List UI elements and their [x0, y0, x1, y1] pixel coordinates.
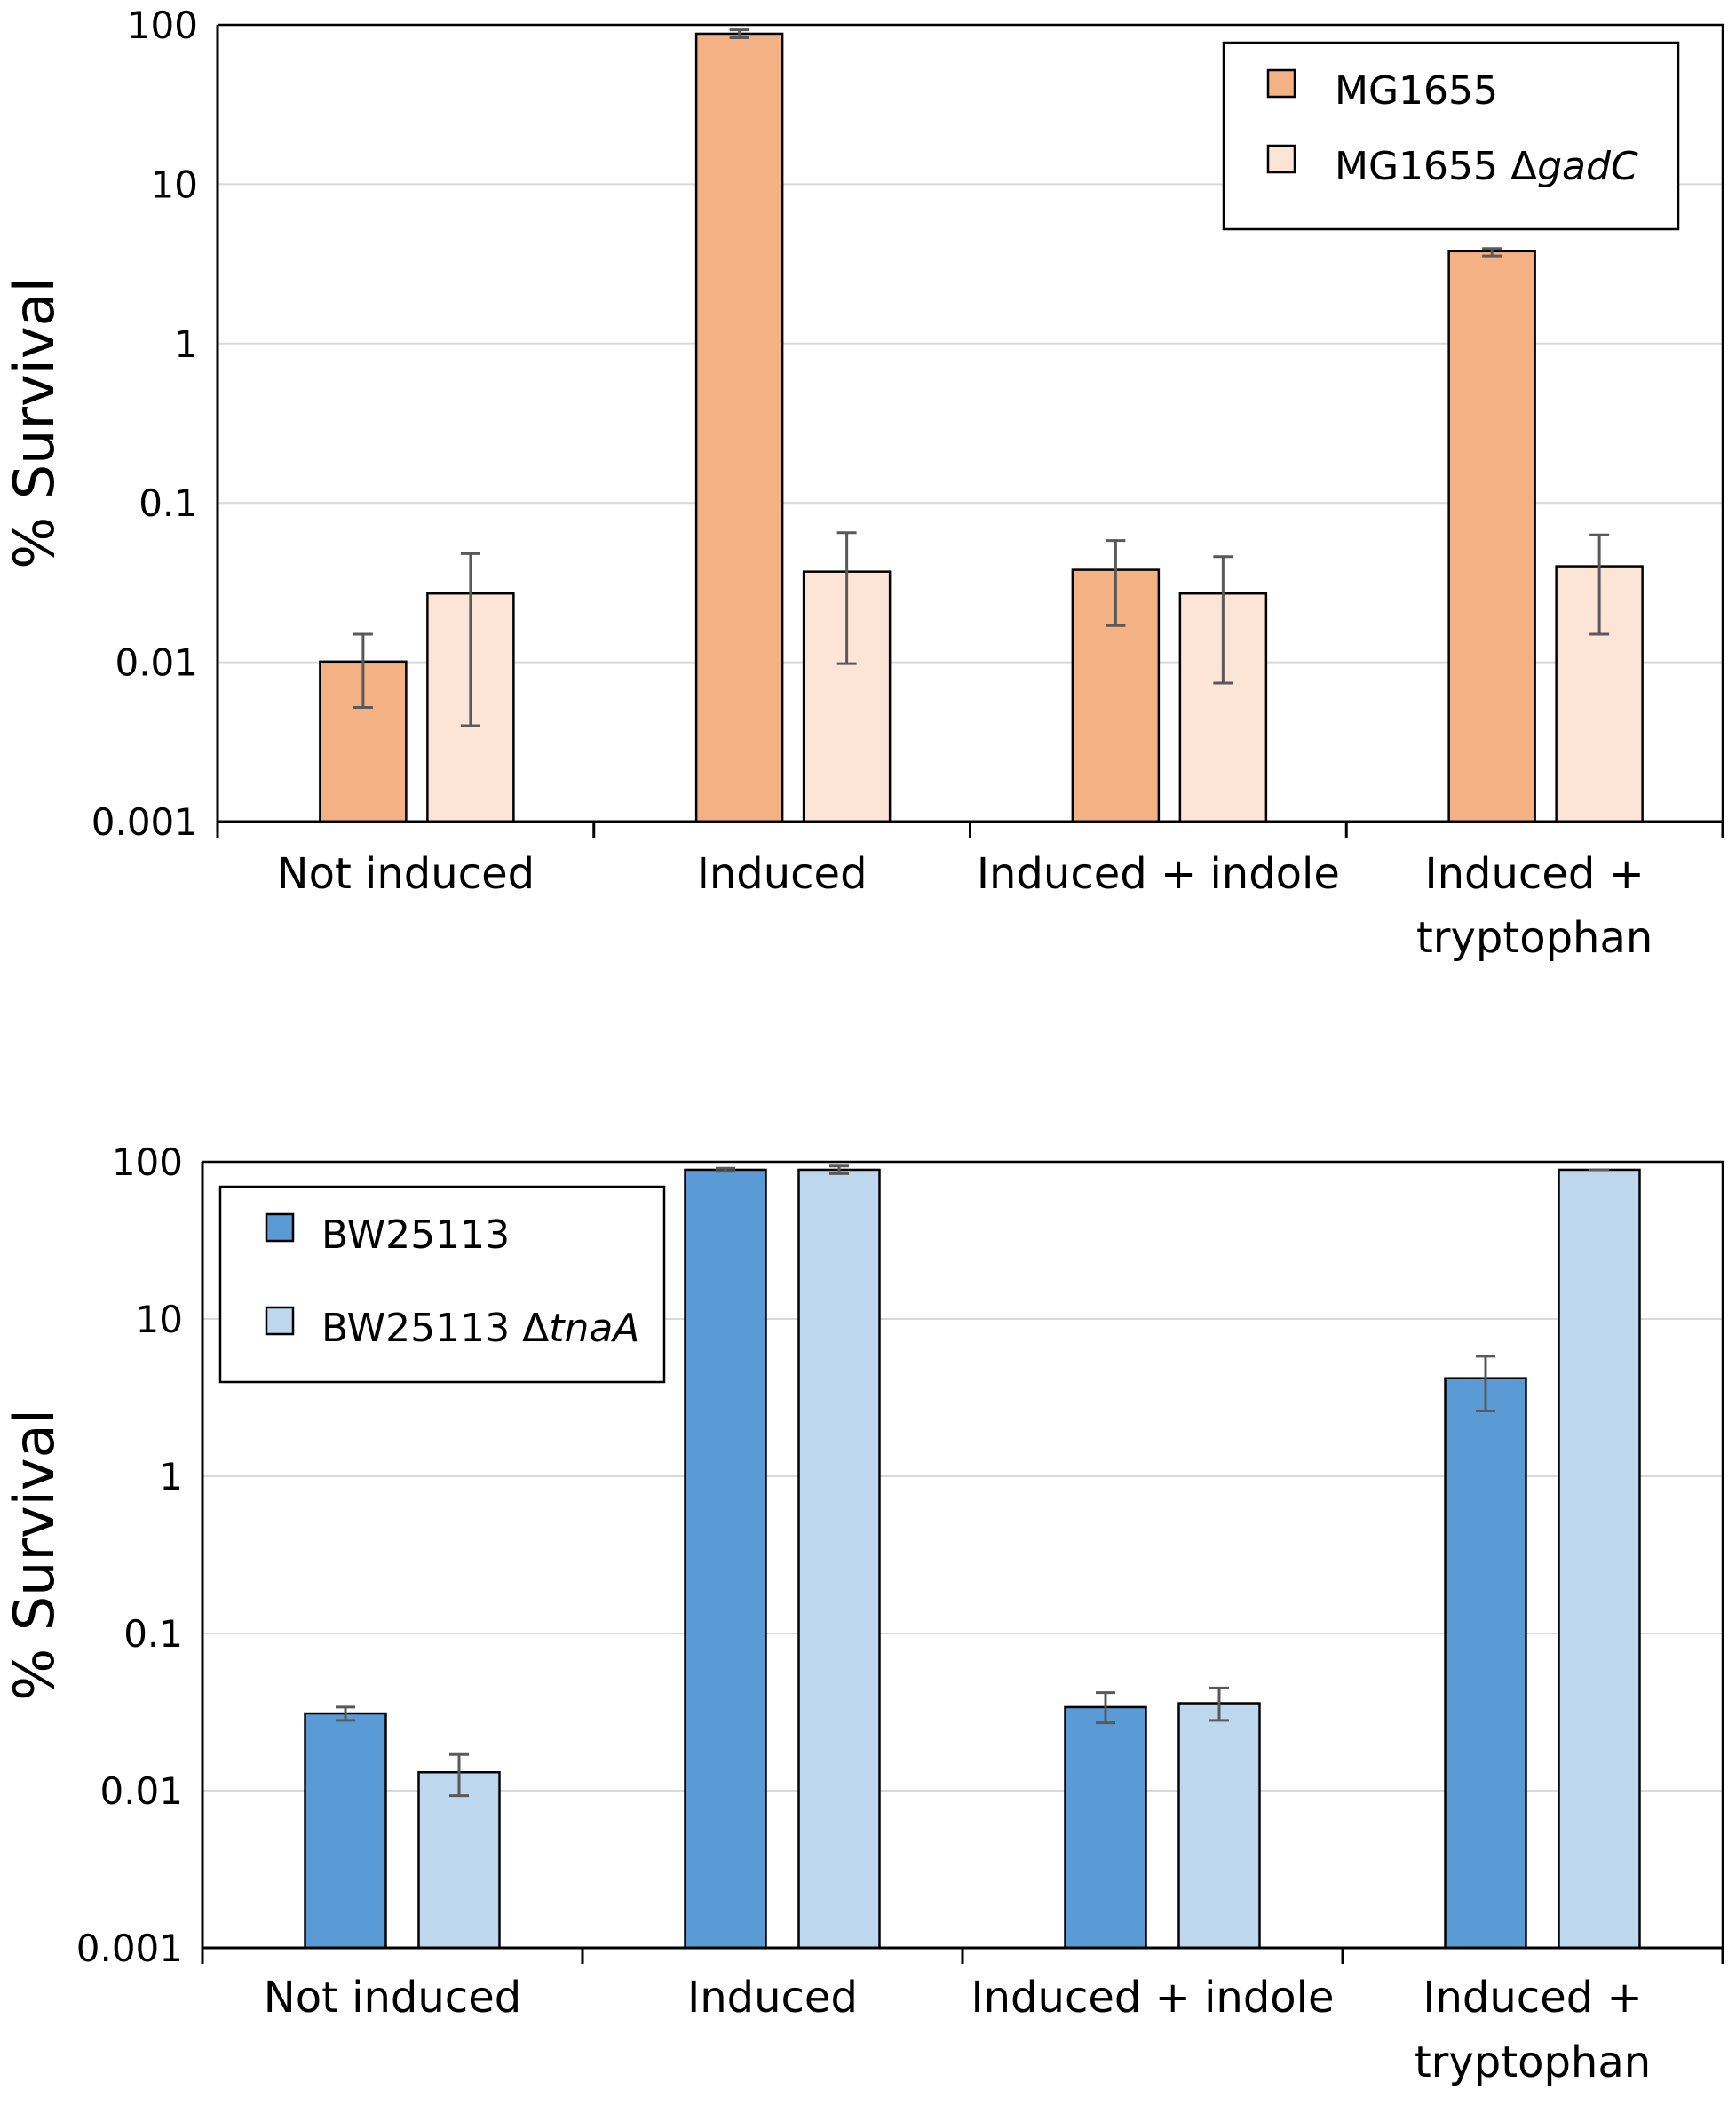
- legend-label: BW25113 ΔtnaA: [321, 1306, 639, 1351]
- legend-label: MG1655: [1335, 68, 1498, 114]
- error-bar-2-3: [1213, 555, 1233, 685]
- bar-2-3: [1177, 1702, 1261, 1950]
- bar-2-1: [417, 1770, 501, 1950]
- bar-1-2: [684, 1168, 767, 1950]
- y-tick-label: 0.01: [99, 1769, 183, 1813]
- bar-1-1: [304, 1712, 387, 1950]
- bar-1-3: [1064, 1705, 1147, 1950]
- category-label: Induced: [697, 849, 868, 899]
- error-bar-1-1: [336, 1705, 355, 1722]
- category-label: Induced + indole: [971, 1973, 1334, 2023]
- error-bar-1-3: [1096, 1691, 1115, 1725]
- legend-swatch: [265, 1306, 295, 1336]
- error-bar-1-3: [1106, 539, 1126, 627]
- error-bar-1-2: [716, 1166, 735, 1173]
- error-bar-1-4: [1482, 247, 1502, 258]
- error-bar-2-3: [1209, 1686, 1229, 1722]
- category-label: Induced +: [1423, 1973, 1642, 2023]
- bar-1-4: [1444, 1377, 1527, 1950]
- error-bar-1-1: [353, 632, 373, 710]
- y-tick-label: 100: [127, 4, 198, 47]
- bar-2-2: [802, 570, 892, 823]
- error-bar-1-2: [729, 28, 749, 40]
- legend-label: BW25113: [321, 1212, 510, 1258]
- category-label: Induced + indole: [977, 849, 1340, 899]
- legend-swatch: [1266, 68, 1296, 99]
- category-label: tryptophan: [1415, 2038, 1651, 2087]
- bar-1-4: [1447, 250, 1536, 823]
- y-tick-label: 10: [151, 163, 198, 206]
- error-bar-2-4: [1589, 533, 1610, 636]
- category-label: Not induced: [264, 1973, 521, 2023]
- legend-swatch: [265, 1212, 295, 1243]
- y-tick-label: 1: [174, 322, 198, 366]
- y-tick-label: 0.01: [115, 641, 198, 685]
- y-tick-label: 0.1: [123, 1612, 183, 1656]
- legend: BW25113 BW25113 ΔtnaA: [218, 1185, 666, 1384]
- legend-box: [1222, 41, 1680, 231]
- chart-panel-1: 0.001 0.01 0.1 1 10 100 Not induced Induced Indu…: [2, 4, 1724, 963]
- category-label: Induced +: [1424, 849, 1644, 899]
- category-label: Induced: [687, 1973, 858, 2023]
- error-bar-2-2: [829, 1164, 849, 1175]
- bar-1-2: [694, 32, 784, 823]
- plot-frame: [202, 1160, 1724, 1948]
- y-axis-label: % Survival: [2, 277, 67, 569]
- category-label: Not induced: [277, 849, 535, 899]
- y-tick-label: 0.1: [139, 481, 198, 525]
- error-bar-2-1: [449, 1752, 469, 1798]
- legend-label: MG1655 ΔgadC: [1335, 144, 1638, 189]
- legend-box: [218, 1185, 666, 1384]
- chart-panel-2: 0.001 0.01 0.1 1 10 100 Not induced Induced Indu…: [2, 1140, 1724, 2087]
- error-bar-2-2: [836, 531, 857, 665]
- bar-2-2: [797, 1168, 881, 1950]
- legend-swatch: [1266, 144, 1296, 174]
- bar-2-4: [1558, 1168, 1641, 1950]
- y-tick-label: 0.001: [91, 800, 198, 844]
- error-bar-1-4: [1476, 1355, 1495, 1413]
- y-axis-label: % Survival: [2, 1409, 67, 1701]
- y-tick-label: 0.001: [76, 1927, 183, 1970]
- y-tick-label: 10: [136, 1298, 183, 1341]
- y-tick-label: 100: [112, 1140, 183, 1184]
- plot-frame: [218, 23, 1724, 822]
- category-label: tryptophan: [1416, 913, 1653, 963]
- y-tick-label: 1: [159, 1455, 183, 1498]
- legend: MG1655 MG1655 ΔgadC: [1222, 41, 1680, 231]
- error-bar-2-1: [460, 552, 480, 727]
